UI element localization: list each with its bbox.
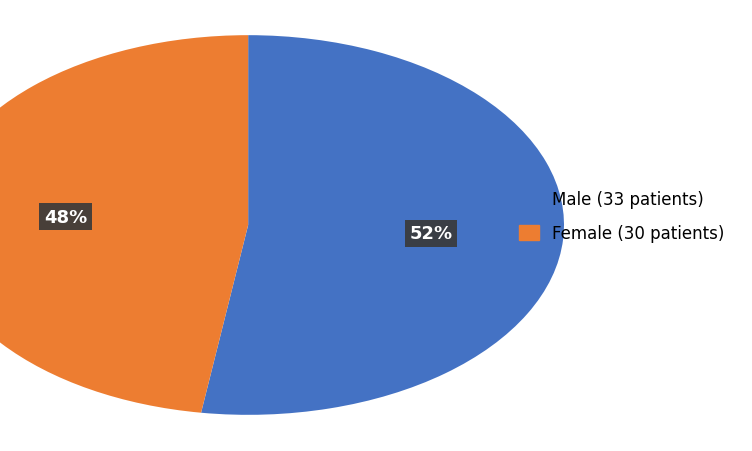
- Wedge shape: [201, 36, 564, 415]
- Legend: Male (33 patients), Female (30 patients): Male (33 patients), Female (30 patients): [512, 184, 731, 249]
- Text: 48%: 48%: [44, 208, 87, 226]
- Wedge shape: [0, 36, 248, 413]
- Text: 52%: 52%: [409, 225, 453, 243]
